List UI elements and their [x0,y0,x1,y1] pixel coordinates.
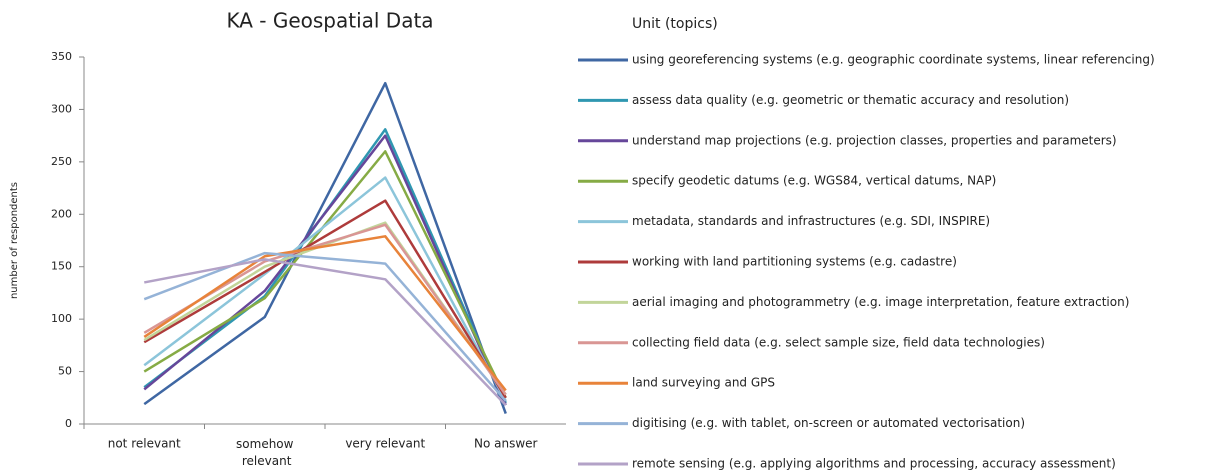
legend-label: land surveying and GPS [632,376,775,390]
legend-label: working with land partitioning systems (… [632,255,957,269]
y-tick-label: 300 [51,102,72,115]
legend-label: digitising (e.g. with tablet, on-screen … [632,416,1025,430]
x-tick-label: somehow relevant [236,437,294,468]
series-line [143,150,507,399]
y-tick-label: 200 [51,207,72,220]
x-tick-label: No answer [474,437,538,451]
y-tick-label: 0 [65,417,72,430]
series-line [143,235,507,392]
legend-label: remote sensing (e.g. applying algorithms… [632,457,1116,471]
y-tick-label: 350 [51,50,72,63]
legend-label: collecting field data (e.g. select sampl… [632,335,1045,349]
series-line [143,176,507,402]
series-line [144,258,507,406]
legend-title: Unit (topics) [632,16,718,32]
legend-label: specify geodetic datums (e.g. WGS84, ver… [632,174,996,188]
y-tick-label: 50 [58,365,72,378]
y-axis-label: number of respondents [9,182,20,299]
chart-title: KA - Geospatial Data [226,9,433,33]
legend-label: assess data quality (e.g. geometric or t… [632,93,1069,107]
series-line [143,81,507,414]
series-line [143,199,507,399]
y-tick-label: 250 [51,155,72,168]
series-line [143,134,507,406]
y-tick-label: 100 [51,312,72,325]
y-tick-label: 150 [51,260,72,273]
legend-label: metadata, standards and infrastructures … [632,214,990,228]
legend-label: understand map projections (e.g. project… [632,133,1117,147]
legend-label: using georeferencing systems (e.g. geogr… [632,53,1155,67]
x-tick-label: not relevant [108,437,181,451]
x-tick-label: very relevant [345,437,425,451]
series-line [143,251,507,402]
legend-label: aerial imaging and photogrammetry (e.g. … [632,295,1129,309]
